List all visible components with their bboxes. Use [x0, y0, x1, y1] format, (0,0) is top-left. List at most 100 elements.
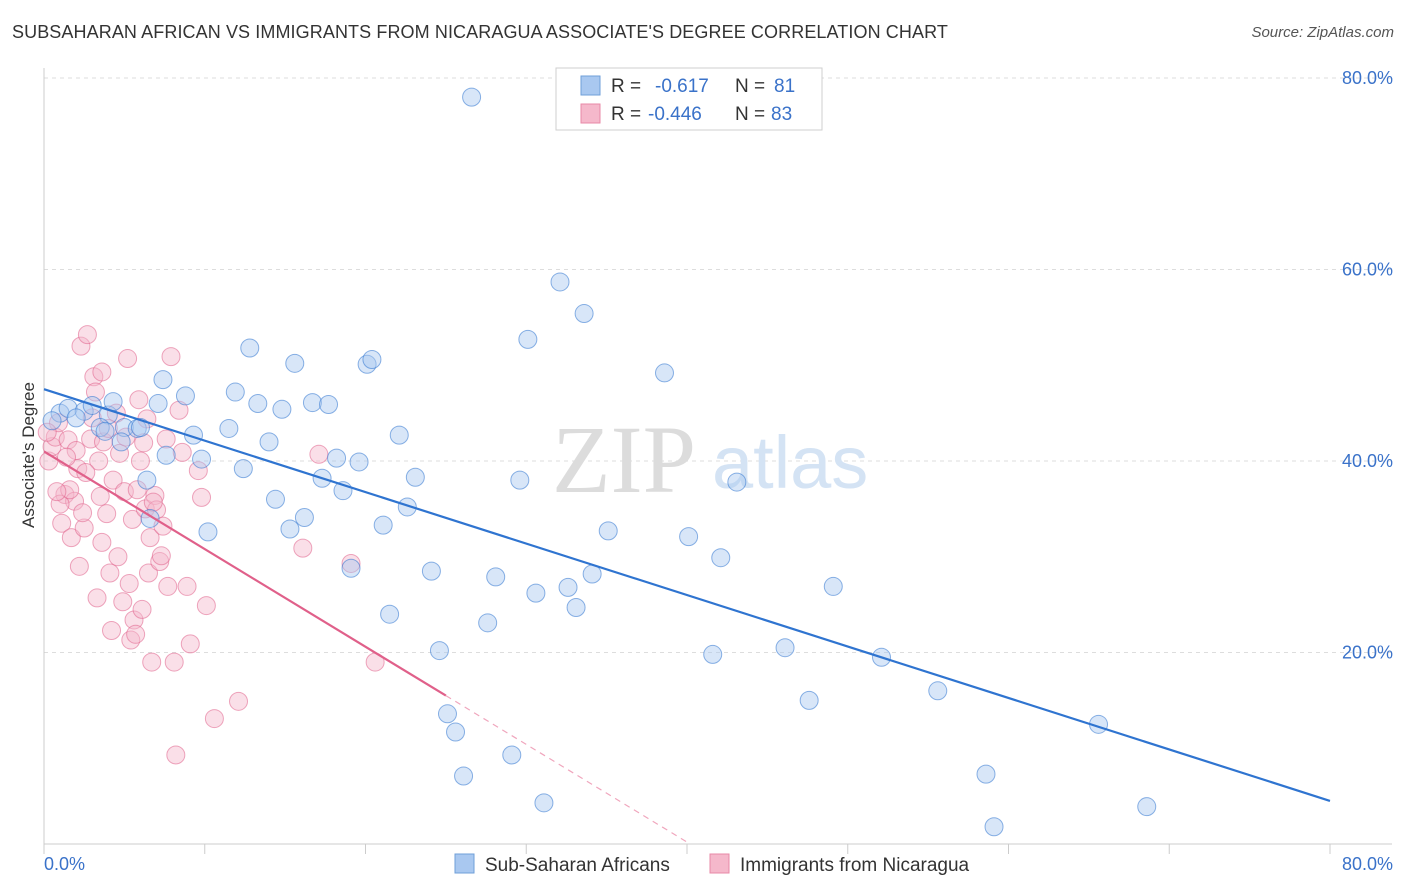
legend-n-value-1: 81: [774, 76, 795, 97]
nicaragua-point-19: [92, 362, 112, 382]
legend-r-label-1: R =: [611, 76, 641, 97]
nicaragua-point-59: [309, 444, 329, 464]
nicaragua-point-40: [140, 528, 160, 548]
nicaragua-point-74: [143, 492, 163, 512]
top-legend: R = -0.617 N = 81 R = -0.446 N = 83: [555, 67, 823, 131]
subsaharan-point-53: [518, 329, 538, 349]
subsaharan-point-63: [679, 527, 699, 547]
subsaharan-point-40: [389, 425, 409, 445]
y-tick-label-3: 80.0%: [1342, 68, 1393, 88]
nicaragua-point-21: [97, 504, 117, 524]
trend-line-nicaragua: [43, 450, 447, 697]
subsaharan-point-42: [405, 467, 425, 487]
subsaharan-point-1: [58, 398, 78, 418]
trend-line-nicaragua-extrapolated: [445, 695, 691, 845]
subsaharan-point-9: [137, 470, 157, 490]
y-axis-label: Associate's Degree: [19, 382, 38, 528]
nicaragua-point-72: [130, 451, 150, 471]
nicaragua-point-10: [69, 556, 89, 576]
subsaharan-point-56: [550, 272, 570, 292]
subsaharan-point-38: [373, 515, 393, 535]
subsaharan-point-48: [462, 87, 482, 107]
x-tick-label-1: 80.0%: [1342, 854, 1393, 874]
nicaragua-point-35: [129, 390, 149, 410]
nicaragua-point-51: [172, 442, 192, 462]
tick-labels: 20.0% 40.0% 60.0% 80.0% 0.0% 80.0%: [44, 68, 1393, 874]
nicaragua-point-68: [90, 486, 110, 506]
subsaharan-point-54: [526, 583, 546, 603]
subsaharan-point-44: [429, 641, 449, 661]
subsaharan-point-52: [510, 470, 530, 490]
nicaragua-point-47: [158, 576, 178, 596]
watermark-zip: ZIP: [552, 406, 696, 513]
subsaharan-point-18: [219, 418, 239, 438]
subsaharan-point-32: [327, 448, 347, 468]
nicaragua-point-71: [119, 574, 139, 594]
nicaragua-point-60: [341, 553, 361, 573]
subsaharan-point-39: [380, 604, 400, 624]
subsaharan-point-14: [175, 386, 195, 406]
subsaharan-point-69: [823, 576, 843, 596]
subsaharan-point-72: [976, 764, 996, 784]
subsaharan-point-7: [111, 432, 131, 452]
nicaragua-point-33: [124, 610, 144, 630]
nicaragua-point-69: [98, 418, 118, 438]
subsaharan-point-37: [362, 350, 382, 370]
nicaragua-point-34: [127, 480, 147, 500]
x-tick-label-0: 0.0%: [44, 854, 85, 874]
series-sub-saharan-africans: [42, 87, 1157, 837]
nicaragua-point-53: [180, 634, 200, 654]
nicaragua-point-82: [126, 624, 146, 644]
nicaragua-point-58: [293, 538, 313, 558]
series-immigrants-from-nicaragua: [37, 325, 385, 765]
nicaragua-point-17: [87, 588, 107, 608]
y-tick-label-1: 40.0%: [1342, 451, 1393, 471]
nicaragua-point-48: [161, 347, 181, 367]
nicaragua-point-11: [71, 336, 91, 356]
subsaharan-point-79: [95, 421, 115, 441]
subsaharan-point-80: [130, 417, 150, 437]
nicaragua-point-4: [52, 513, 72, 533]
subsaharan-point-16: [192, 449, 212, 469]
nicaragua-point-70: [108, 547, 128, 567]
subsaharan-point-27: [285, 353, 305, 373]
nicaragua-point-46: [156, 429, 176, 449]
nicaragua-point-22: [100, 563, 120, 583]
legend-n-value-2: 83: [771, 104, 792, 125]
subsaharan-point-55: [534, 793, 554, 813]
subsaharan-point-49: [478, 613, 498, 633]
subsaharan-point-77: [66, 408, 86, 428]
nicaragua-point-49: [164, 652, 184, 672]
subsaharan-point-62: [654, 363, 674, 383]
nicaragua-point-55: [196, 596, 216, 616]
nicaragua-point-50: [166, 745, 186, 765]
watermark-atlas: atlas: [712, 421, 868, 504]
nicaragua-point-13: [77, 325, 97, 345]
subsaharan-point-35: [349, 452, 369, 472]
nicaragua-point-57: [229, 691, 249, 711]
nicaragua-point-56: [204, 709, 224, 729]
subsaharan-point-25: [272, 399, 292, 419]
subsaharan-point-73: [984, 817, 1004, 837]
source-label: Source: ZipAtlas.com: [1251, 24, 1394, 41]
bottom-legend-swatch-pink: [709, 853, 730, 874]
subsaharan-point-19: [225, 382, 245, 402]
nicaragua-point-80: [73, 503, 93, 523]
nicaragua-point-77: [192, 487, 212, 507]
nicaragua-point-76: [169, 400, 189, 420]
nicaragua-point-63: [50, 494, 70, 514]
subsaharan-point-24: [265, 489, 285, 509]
subsaharan-point-46: [446, 722, 466, 742]
subsaharan-point-59: [574, 304, 594, 324]
nicaragua-point-62: [37, 422, 57, 442]
subsaharan-point-34: [341, 558, 361, 578]
subsaharan-point-11: [148, 394, 168, 414]
legend-n-label-1: N =: [735, 76, 765, 97]
subsaharan-point-21: [240, 338, 260, 358]
subsaharan-point-76: [103, 392, 123, 412]
nicaragua-point-37: [134, 433, 154, 453]
subsaharan-point-41: [397, 497, 417, 517]
subsaharan-point-13: [156, 445, 176, 465]
bottom-legend: Sub-Saharan Africans Immigrants from Nic…: [454, 853, 970, 876]
nicaragua-point-23: [102, 620, 122, 640]
